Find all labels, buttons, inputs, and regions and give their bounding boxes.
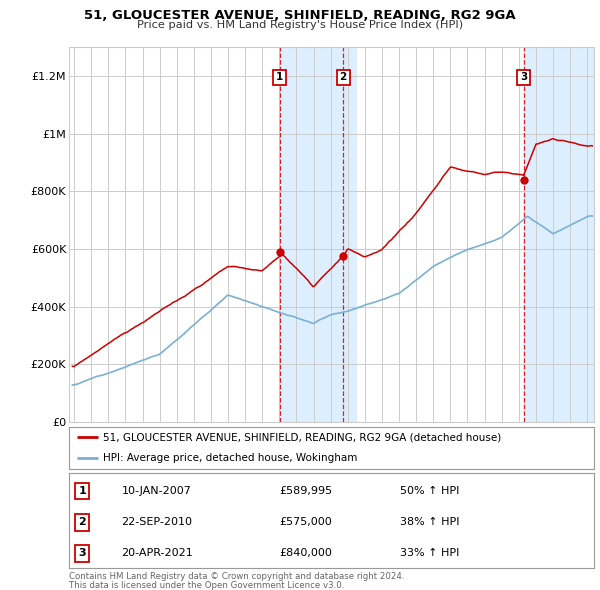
Text: 3: 3: [520, 73, 527, 83]
Text: 51, GLOUCESTER AVENUE, SHINFIELD, READING, RG2 9GA: 51, GLOUCESTER AVENUE, SHINFIELD, READIN…: [84, 9, 516, 22]
Text: 2: 2: [340, 73, 347, 83]
Text: HPI: Average price, detached house, Wokingham: HPI: Average price, detached house, Woki…: [103, 454, 358, 463]
Text: Price paid vs. HM Land Registry's House Price Index (HPI): Price paid vs. HM Land Registry's House …: [137, 20, 463, 30]
Text: 1: 1: [276, 73, 283, 83]
Bar: [524, 47, 594, 422]
Text: 20-APR-2021: 20-APR-2021: [121, 549, 193, 558]
Text: 50% ↑ HPI: 50% ↑ HPI: [400, 486, 459, 496]
Text: 3: 3: [79, 549, 86, 558]
Text: 22-SEP-2010: 22-SEP-2010: [121, 517, 193, 527]
Text: Contains HM Land Registry data © Crown copyright and database right 2024.: Contains HM Land Registry data © Crown c…: [69, 572, 404, 581]
Bar: [280, 47, 356, 422]
Text: 33% ↑ HPI: 33% ↑ HPI: [400, 549, 459, 558]
Text: £589,995: £589,995: [279, 486, 332, 496]
Text: This data is licensed under the Open Government Licence v3.0.: This data is licensed under the Open Gov…: [69, 581, 344, 589]
Text: 51, GLOUCESTER AVENUE, SHINFIELD, READING, RG2 9GA (detached house): 51, GLOUCESTER AVENUE, SHINFIELD, READIN…: [103, 432, 502, 442]
Text: 38% ↑ HPI: 38% ↑ HPI: [400, 517, 459, 527]
Text: £575,000: £575,000: [279, 517, 332, 527]
Text: 10-JAN-2007: 10-JAN-2007: [121, 486, 191, 496]
Text: £840,000: £840,000: [279, 549, 332, 558]
Text: 2: 2: [78, 517, 86, 527]
Text: 1: 1: [78, 486, 86, 496]
